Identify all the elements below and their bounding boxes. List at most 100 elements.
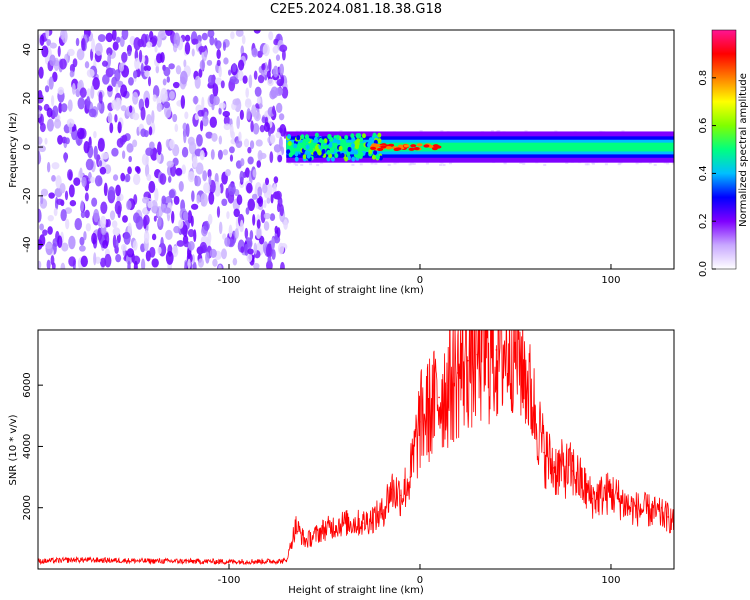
heatmap-cell: [144, 70, 150, 78]
heatmap-cell: [261, 63, 266, 71]
heatmap-cell: [191, 190, 195, 202]
heatmap-cell: [194, 113, 199, 121]
heatmap-cell: [490, 130, 494, 133]
heatmap-cell: [220, 80, 225, 89]
heatmap-cell: [64, 207, 73, 214]
heatmap-cell: [184, 111, 189, 120]
heatmap-cell: [100, 201, 108, 215]
heatmap-cell: [359, 137, 364, 143]
heatmap-cell: [218, 107, 222, 115]
heatmap-cell: [148, 30, 154, 40]
snr-data-point: [266, 560, 268, 563]
heatmap-cell: [120, 84, 128, 98]
heatmap-cell: [252, 123, 260, 135]
heatmap-cell: [61, 242, 69, 252]
snr-x-tick-label: 0: [417, 575, 423, 586]
snr-data-point: [457, 372, 459, 374]
heatmap-cell: [672, 162, 674, 165]
heatmap-cell: [368, 149, 373, 155]
heatmap-cell: [328, 142, 333, 148]
colorbar-tick-label: 0.8: [698, 70, 709, 86]
heatmap-cell: [121, 51, 128, 63]
heatmap-cell: [54, 118, 62, 129]
heatmap-cell: [218, 264, 222, 269]
heatmap-cell: [179, 70, 188, 85]
heatmap-cell: [225, 169, 231, 177]
heatmap-cell: [175, 65, 182, 75]
colorbar-tick-label: 0.2: [698, 213, 709, 229]
snr-x-ticks: -100 0 100: [218, 564, 621, 586]
heatmap-cell: [86, 68, 95, 78]
heatmap-cell: [198, 46, 206, 53]
heatmap-cell: [165, 229, 173, 240]
heatmap-cell: [121, 134, 128, 143]
heatmap-cell: [301, 141, 306, 147]
heatmap-cell: [351, 163, 355, 166]
heatmap-cell: [209, 36, 215, 46]
heatmap-cell: [121, 30, 129, 40]
heatmap-cell: [253, 70, 258, 80]
heatmap-cell: [102, 74, 110, 85]
heatmap-cell: [299, 130, 303, 133]
heatmap-cell: [251, 47, 258, 58]
heatmap-cell: [279, 124, 287, 137]
heatmap-cell: [41, 45, 49, 58]
heatmap-cell: [197, 109, 204, 117]
heatmap-cell: [425, 162, 429, 165]
heatmap-cell: [97, 138, 105, 152]
heatmap-cell: [208, 175, 212, 186]
snr-data-points: [38, 347, 674, 563]
heatmap-cell: [294, 156, 299, 162]
heatmap-cell: [196, 194, 201, 204]
heatmap-cell: [52, 71, 58, 83]
heatmap-peak-cell: [403, 144, 410, 148]
heatmap-cell: [250, 120, 254, 133]
heatmap-cell: [80, 200, 84, 212]
heatmap-cell: [313, 151, 318, 157]
heatmap-cell: [99, 166, 107, 175]
heatmap-cell: [242, 75, 248, 84]
heatmap-cell: [77, 81, 82, 91]
heatmap-cell: [60, 103, 68, 113]
heatmap-cell: [111, 147, 119, 157]
heatmap-cell: [160, 236, 164, 251]
heatmap-cell: [47, 214, 54, 222]
heatmap-cell: [273, 144, 282, 153]
heatmap-cell: [249, 230, 254, 240]
heatmap-cell: [165, 250, 174, 265]
heatmap-cell: [265, 243, 273, 258]
heatmap-cell: [83, 231, 87, 241]
snr-panel: -100 0 100 2000 4000 6000 Height of straight…: [8, 329, 675, 596]
heatmap-cell: [79, 245, 86, 252]
heatmap-peak-cell: [395, 147, 402, 151]
heatmap-cell: [254, 111, 261, 122]
heatmap-cell: [442, 164, 446, 167]
heatmap-cell: [584, 163, 588, 166]
heatmap-cell: [648, 162, 652, 165]
heatmap-cell: [103, 182, 108, 197]
heatmap-cell: [265, 177, 270, 186]
heatmap-cell: [205, 131, 213, 139]
heatmap-y-ticks: -40 -20 0 20 40: [22, 43, 43, 253]
heatmap-cell: [262, 43, 270, 57]
heatmap-cell: [111, 99, 117, 110]
heatmap-cell: [146, 174, 152, 182]
heatmap-cell: [175, 167, 183, 176]
heatmap-cell: [161, 195, 167, 205]
heatmap-cell: [229, 154, 234, 162]
heatmap-cell: [591, 162, 595, 165]
heatmap-cell: [67, 99, 73, 112]
snr-data-point: [571, 470, 574, 472]
heatmap-cell: [46, 161, 51, 173]
heatmap-panel: -100 0 100 -40 -20 0 20 40 Height of straight …: [8, 29, 675, 296]
heatmap-cell: [171, 245, 179, 258]
heatmap-cell: [199, 241, 208, 254]
heatmap-cell: [45, 242, 53, 250]
heatmap-cell: [350, 133, 355, 139]
heatmap-cell: [127, 50, 132, 57]
heatmap-cell: [272, 45, 279, 54]
heatmap-cell: [51, 162, 60, 170]
heatmap-cell: [111, 220, 118, 229]
heatmap-cell: [266, 197, 271, 204]
heatmap-cell: [276, 78, 284, 87]
